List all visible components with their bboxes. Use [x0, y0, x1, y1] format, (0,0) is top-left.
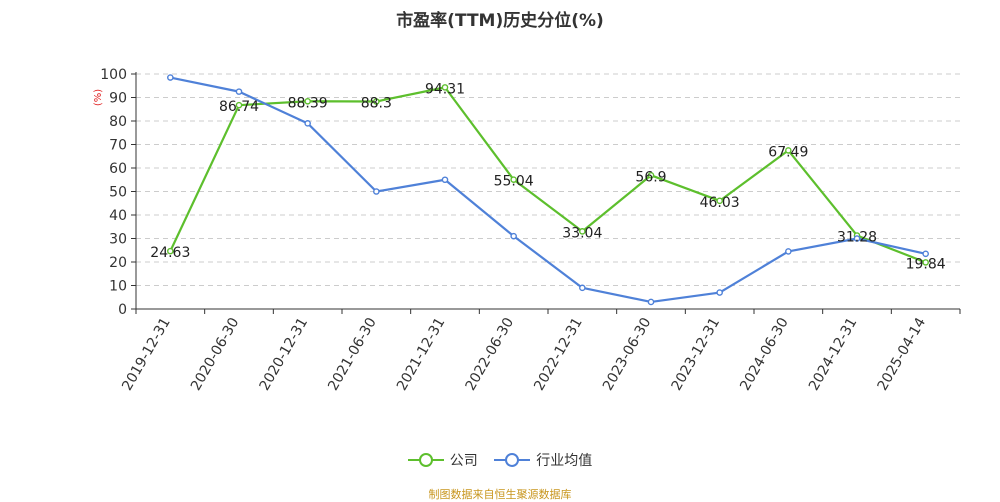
data-point-company: [785, 147, 792, 154]
data-label-company: 86.74: [219, 99, 259, 115]
legend-item-industry-average[interactable]: 行业均值: [494, 450, 592, 470]
x-tick-label: 2021-06-30: [325, 315, 380, 393]
x-tick-label: 2020-06-30: [188, 315, 243, 393]
chart-title: 市盈率(TTM)历史分位(%): [396, 11, 604, 31]
y-tick-label: 90: [109, 91, 127, 107]
y-tick-label: 50: [109, 185, 127, 201]
data-point-company: [510, 176, 517, 183]
y-axis-label: (%): [93, 89, 104, 106]
x-tick-label: 2025-04-14: [875, 315, 930, 394]
series-line-company: [169, 86, 927, 264]
y-tick-label: 100: [100, 67, 127, 83]
data-label-company: 46.03: [700, 195, 740, 211]
data-point-company: [441, 84, 449, 91]
data-point-company: [647, 171, 655, 179]
legend-line-icon: [407, 453, 444, 467]
legend: 公司 行业均值: [0, 450, 1000, 472]
data-point-industry-average: [647, 298, 655, 306]
data-point-company: [579, 228, 586, 235]
data-point-industry-average: [579, 284, 586, 292]
x-tick-label: 2024-12-31: [806, 315, 861, 393]
legend-item-company[interactable]: 公司: [407, 450, 478, 470]
data-label-company: 24.63: [150, 245, 190, 261]
y-tick-label: 70: [109, 138, 127, 154]
legend-line-icon: [494, 453, 531, 467]
data-point-industry-average: [373, 188, 380, 195]
data-label-company: 88.3: [361, 95, 392, 111]
y-tick-label: 40: [109, 208, 127, 224]
x-tick-label: 2020-12-31: [257, 315, 312, 393]
x-tick-label: 2019-12-31: [119, 315, 174, 393]
data-point-company: [922, 259, 929, 266]
legend-label-company: 公司: [449, 453, 478, 469]
data-label-company: 94.31: [425, 81, 465, 97]
data-point-company: [235, 101, 243, 109]
data-label-company: 31.28: [837, 229, 877, 245]
axis-layer: 0 10 20 30 40 50 60 70 80 90 100 (%) 2019-12-31 2020-…: [93, 67, 961, 394]
data-label-company: 19.84: [906, 256, 946, 272]
y-tick-label: 0: [118, 302, 127, 318]
x-tick-label: 2023-06-30: [600, 315, 655, 393]
data-label-company: 67.49: [768, 144, 808, 160]
source-note: 制图数据来自恒生聚源数据库: [428, 488, 572, 501]
grid-layer: [136, 73, 960, 286]
data-label-layer: 24.63 86.74 88.39 88.3 94.31 55.04 33.04 56.9 46…: [150, 81, 946, 272]
data-point-industry-average: [235, 88, 243, 95]
data-label-company: 55.04: [494, 174, 534, 190]
data-point-industry-average: [785, 248, 792, 255]
x-tick-label: 2021-12-31: [394, 315, 449, 393]
data-point-company: [304, 97, 311, 105]
data-point-industry-average: [167, 74, 174, 81]
x-tick-label: 2024-06-30: [737, 315, 792, 393]
legend-label-industry-average: 行业均值: [536, 453, 593, 469]
y-tick-label: 10: [109, 279, 127, 295]
data-point-industry-average: [853, 235, 861, 242]
data-point-industry-average: [510, 232, 517, 240]
data-point-company: [167, 247, 174, 255]
data-point-industry-average: [441, 176, 449, 184]
data-label-company: 56.9: [635, 169, 666, 185]
y-tick-label: 80: [109, 114, 127, 130]
series-layer: [167, 74, 929, 306]
data-label-company: 88.39: [288, 95, 328, 111]
x-tick-label: 2022-12-31: [531, 315, 586, 393]
y-tick-label: 60: [109, 161, 127, 177]
data-point-industry-average: [716, 289, 723, 296]
data-point-company: [716, 197, 723, 205]
data-label-company: 33.04: [562, 225, 602, 241]
data-point-company: [373, 98, 380, 105]
series-line-industry-average: [170, 76, 926, 304]
y-tick-label: 20: [109, 255, 127, 271]
data-point-industry-average: [922, 250, 929, 258]
x-tick-label: 2023-12-31: [669, 315, 724, 393]
x-tick-label: 2022-06-30: [463, 315, 518, 393]
y-tick-label: 30: [109, 232, 127, 248]
data-point-industry-average: [304, 120, 311, 127]
